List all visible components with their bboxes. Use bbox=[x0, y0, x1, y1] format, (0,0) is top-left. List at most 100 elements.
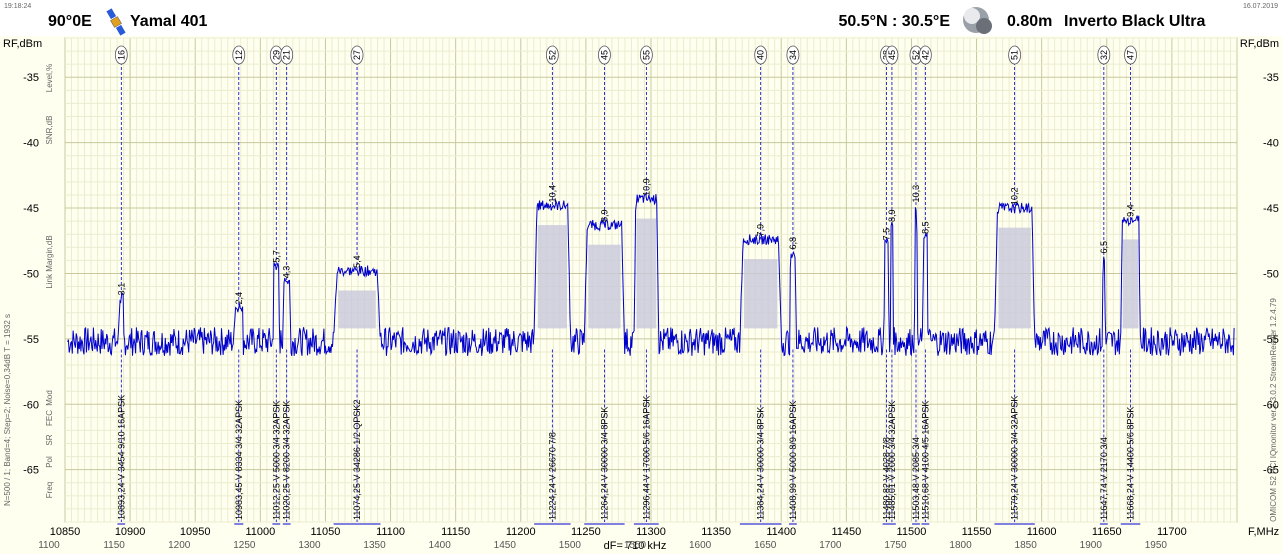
carrier-tp-label: 11485,01 V 2000 3/4 32APSK bbox=[887, 401, 897, 520]
y-tick-label-right: -60 bbox=[1263, 399, 1279, 411]
if-tick-label: 1200 bbox=[168, 540, 191, 551]
carrier-number-badge[interactable] bbox=[350, 45, 364, 65]
carrier-number-badge[interactable] bbox=[639, 45, 653, 65]
carrier-snr: 10,3 bbox=[911, 185, 921, 203]
carrier-number-badge[interactable] bbox=[1124, 45, 1137, 65]
x-tick-label: 11550 bbox=[962, 526, 992, 538]
side-label-snr: SNR,dB bbox=[45, 116, 54, 145]
spectrum-trace bbox=[67, 193, 1235, 357]
y-tick-label-right: -45 bbox=[1263, 203, 1279, 215]
carrier-snr: 8,5 bbox=[920, 221, 930, 234]
carrier-fill bbox=[1122, 239, 1139, 329]
carrier-number: 42 bbox=[920, 50, 930, 60]
y-tick-label-left: -35 bbox=[23, 72, 39, 84]
carrier-number-badge[interactable] bbox=[918, 45, 932, 65]
x-tick-label: 11050 bbox=[311, 526, 341, 538]
if-tick-label: 1300 bbox=[298, 540, 321, 551]
carrier-number: 52 bbox=[547, 50, 557, 60]
carrier-tp-label: 11408,99 V 5000 8/9 16APSK bbox=[788, 401, 798, 520]
carrier-tp-label: 11579,24 V 30000 3/4 32APSK bbox=[1010, 396, 1020, 520]
if-tick-label: 1250 bbox=[233, 540, 256, 551]
x-axis-unit: F,MHz bbox=[1248, 526, 1279, 538]
y-tick-label-left: -50 bbox=[23, 268, 39, 280]
carrier-snr: 2,4 bbox=[234, 292, 244, 305]
side-label-link-margin: Link Margin,dB bbox=[45, 235, 54, 288]
carrier-fill bbox=[744, 259, 778, 329]
carrier-number: 27 bbox=[352, 50, 362, 60]
y-tick-label-left: -65 bbox=[23, 465, 39, 477]
lnb-name: Inverto Black Ultra bbox=[1064, 13, 1205, 30]
x-tick-label: 11700 bbox=[1157, 526, 1187, 538]
carrier-number-badge[interactable] bbox=[1097, 45, 1111, 65]
y-tick-label-right: -55 bbox=[1263, 334, 1279, 346]
carrier-number-badge[interactable] bbox=[786, 45, 800, 65]
carrier-labels: 16 3,1 10893,24 V 3454 9/10 16APSK 12 2,4 109… bbox=[114, 45, 1141, 525]
carrier-number-badge[interactable] bbox=[114, 45, 128, 65]
plot-area bbox=[67, 193, 1235, 357]
header-bar bbox=[0, 0, 1282, 36]
y-tick-label-right: -40 bbox=[1263, 138, 1279, 150]
carrier-number: 52 bbox=[911, 50, 921, 60]
carrier-number-badge[interactable] bbox=[598, 45, 611, 65]
carrier-number-badge[interactable] bbox=[545, 45, 559, 65]
carrier-fill bbox=[636, 218, 657, 329]
if-tick-label: 1800 bbox=[949, 540, 972, 551]
carrier-snr: 6,8 bbox=[788, 237, 798, 250]
carrier-number: 12 bbox=[234, 50, 244, 60]
side-label-mod: Mod bbox=[45, 390, 54, 406]
if-tick-label: 1600 bbox=[689, 540, 712, 551]
carrier-number-badge[interactable] bbox=[280, 45, 294, 65]
carrier-number-badge[interactable] bbox=[885, 45, 899, 65]
carrier-snr: 9,4 bbox=[1126, 204, 1136, 217]
if-tick-label: 1100 bbox=[38, 540, 60, 551]
carrier-number-badge[interactable] bbox=[232, 45, 246, 65]
carrier-snr: 3,1 bbox=[116, 283, 126, 296]
x-tick-label: 11650 bbox=[1092, 526, 1122, 538]
x-tick-label: 11200 bbox=[506, 526, 536, 538]
if-tick-label: 1750 bbox=[884, 540, 907, 551]
x-tick-label: 11450 bbox=[831, 526, 861, 538]
carrier-tp-label: 11074,25 V 34286 1/2 QPSK2 bbox=[352, 400, 362, 520]
carrier-number: 32 bbox=[1099, 50, 1109, 60]
carrier-tp-label: 11384,24 V 30000 3/4 8PSK bbox=[756, 407, 766, 520]
if-tick-label: 1150 bbox=[103, 540, 125, 551]
if-tick-label: 1650 bbox=[754, 540, 777, 551]
carrier-number-badge[interactable] bbox=[1008, 45, 1022, 65]
side-label-freq: Freq bbox=[45, 482, 54, 498]
carrier-number-badge[interactable] bbox=[754, 45, 768, 65]
left-axis-unit: RF,dBm bbox=[3, 38, 42, 50]
status-right: OMICOM S2 PCI IQmonitor ver.2.3.0.2 Stre… bbox=[1269, 298, 1278, 522]
location: 50.5°N : 30.5°E bbox=[838, 13, 950, 30]
carrier-number: 34 bbox=[788, 50, 798, 60]
orbit-position: 90°0E bbox=[48, 13, 92, 30]
carrier-number: 55 bbox=[641, 50, 651, 60]
carrier-snr: 6,5 bbox=[1099, 241, 1109, 254]
header-date: 16.07.2019 bbox=[1243, 3, 1278, 10]
carrier-tp-label: 10983,45 V 8334 3/4 32APSK bbox=[234, 400, 244, 520]
y-tick-label-right: -65 bbox=[1263, 465, 1279, 477]
carrier-fill bbox=[998, 227, 1031, 329]
x-tick-label: 11300 bbox=[636, 526, 666, 538]
y-tick-label-left: -60 bbox=[23, 399, 39, 411]
carrier-snr: 5,4 bbox=[352, 255, 362, 268]
carrier-snr: 7,9 bbox=[756, 224, 766, 237]
y-tick-label-right: -50 bbox=[1263, 268, 1279, 280]
y-tick-label-left: -45 bbox=[23, 203, 39, 215]
carrier-snr: 10,2 bbox=[1010, 188, 1020, 206]
x-tick-label: 10900 bbox=[115, 526, 146, 538]
df-label: dF= 710 kHz bbox=[604, 540, 667, 552]
x-tick-label: 11250 bbox=[571, 526, 601, 538]
carrier-snr: 4,3 bbox=[282, 266, 292, 279]
carrier-tp-label: 11503,48 V 2085 3/4 bbox=[911, 437, 921, 520]
carrier-tp-label: 11668,24 V 14400 5/6 8PSK bbox=[1126, 407, 1136, 520]
dish-size: 0.80m bbox=[1007, 13, 1052, 30]
carrier-snr: 10,4 bbox=[547, 185, 557, 203]
carrier-snr: 10,9 bbox=[641, 178, 651, 196]
x-tick-labels: 10850 1100 10900 1150 10950 1200 11000 1250 1105… bbox=[38, 526, 1187, 551]
carrier-snr: 8,9 bbox=[599, 210, 609, 223]
y-tick-label-left: -55 bbox=[23, 334, 39, 346]
y-tick-label-left: -40 bbox=[23, 138, 39, 150]
carrier-tp-label: 11264,24 V 30000 3/4 8PSK bbox=[599, 407, 609, 520]
